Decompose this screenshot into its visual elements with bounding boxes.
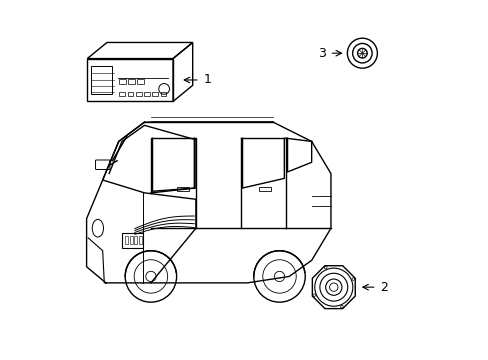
Bar <box>152 93 158 96</box>
Bar <box>91 66 112 94</box>
Bar <box>119 93 125 96</box>
Bar <box>136 93 142 96</box>
Text: 3: 3 <box>317 47 325 60</box>
Bar <box>122 233 142 248</box>
Bar <box>125 236 128 244</box>
Text: 2: 2 <box>380 281 387 294</box>
Bar <box>128 79 135 84</box>
Bar <box>129 236 132 244</box>
Bar <box>160 93 166 96</box>
Bar <box>137 79 143 84</box>
Bar <box>176 188 189 191</box>
Text: 1: 1 <box>203 73 211 86</box>
Bar <box>139 236 142 244</box>
Bar <box>144 93 149 96</box>
Bar <box>119 79 125 84</box>
Bar <box>134 236 137 244</box>
Bar <box>258 188 271 191</box>
Bar <box>127 93 133 96</box>
